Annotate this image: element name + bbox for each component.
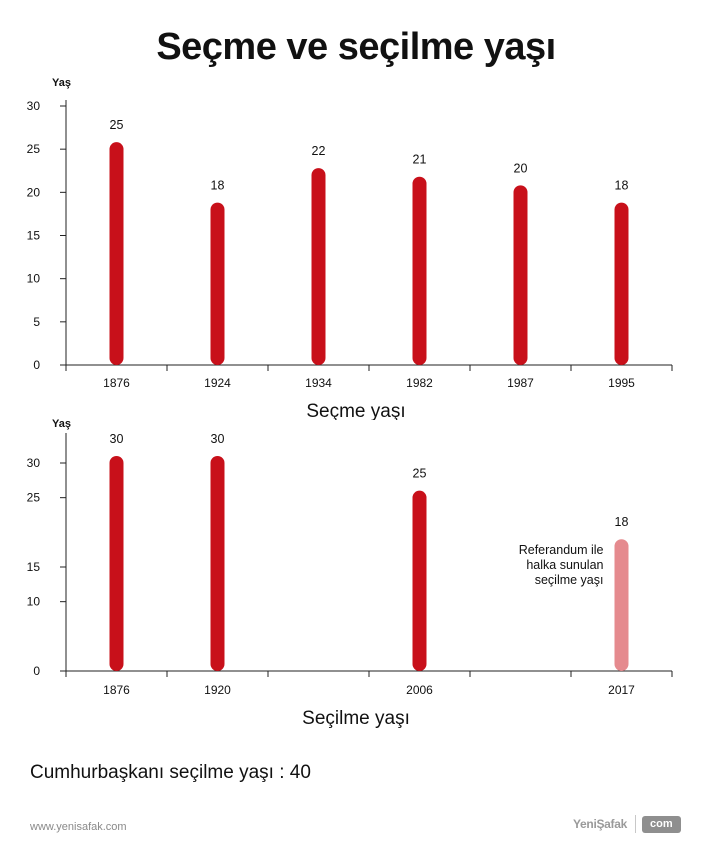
page-title: Seçme ve seçilme yaşı: [156, 26, 556, 68]
chart-caption: Seçilme yaşı: [302, 708, 410, 729]
data-label: 20: [514, 161, 528, 175]
brand-separator: [635, 815, 637, 833]
data-label: 22: [312, 144, 326, 158]
y-tick-label: 15: [27, 560, 41, 574]
y-tick-label: 25: [27, 491, 41, 505]
y-tick-label: 10: [27, 272, 41, 286]
x-tick-label: 2006: [406, 683, 433, 697]
x-tick-label: 1995: [608, 376, 635, 390]
chart-caption: Seçme yaşı: [306, 401, 405, 420]
data-label: 21: [413, 153, 427, 167]
y-tick-label: 15: [27, 229, 41, 243]
chart-secme-yasi: Yaş 0 5 10 15 20 25 30 1876 25 1924 18 1934 22 1982 21 1…: [27, 77, 673, 420]
y-tick-label: 10: [27, 595, 41, 609]
data-label: 18: [615, 179, 629, 193]
y-tick-label: 5: [33, 315, 40, 329]
data-label: 30: [110, 432, 124, 446]
x-tick-label: 1876: [103, 376, 130, 390]
x-tick-label: 2017: [608, 683, 635, 697]
data-label: 25: [413, 467, 427, 481]
y-tick-label: 25: [27, 142, 41, 156]
x-tick-label: 1982: [406, 376, 433, 390]
data-label: 18: [615, 515, 629, 529]
brand-com-badge: com: [642, 815, 681, 833]
x-tick-label: 1987: [507, 376, 534, 390]
x-tick-label: 1876: [103, 683, 130, 697]
x-tick-label: 1924: [204, 376, 231, 390]
y-tick-label: 0: [33, 358, 40, 372]
data-label: 25: [110, 118, 124, 132]
annotation-text: Referandum ile halka sunulan seçilme yaşı: [519, 543, 604, 587]
annotation-line: halka sunulan: [526, 558, 603, 572]
y-axis-title: Yaş: [52, 418, 71, 430]
y-tick-label: 0: [33, 664, 40, 678]
data-label: 30: [211, 432, 225, 446]
president-age-note: Cumhurbaşkanı seçilme yaşı : 40: [30, 762, 311, 783]
chart-secilme-yasi: Yaş 0 10 15 25 30 1876 30 1920 30 2006 25 2017 18 Refe…: [27, 418, 673, 729]
brand-name: YeniŞafak: [573, 817, 628, 831]
y-tick-label: 20: [27, 185, 41, 199]
x-tick-label: 1934: [305, 376, 332, 390]
annotation-line: Referandum ile: [519, 543, 604, 557]
y-tick-label: 30: [27, 99, 41, 113]
annotation-line: seçilme yaşı: [535, 573, 604, 587]
x-tick-label: 1920: [204, 683, 231, 697]
y-axis-title: Yaş: [52, 77, 71, 89]
data-label: 18: [211, 179, 225, 193]
brand-logo: YeniŞafak com: [573, 815, 681, 833]
website-url: www.yenisafak.com: [30, 821, 127, 833]
y-tick-label: 30: [27, 456, 41, 470]
